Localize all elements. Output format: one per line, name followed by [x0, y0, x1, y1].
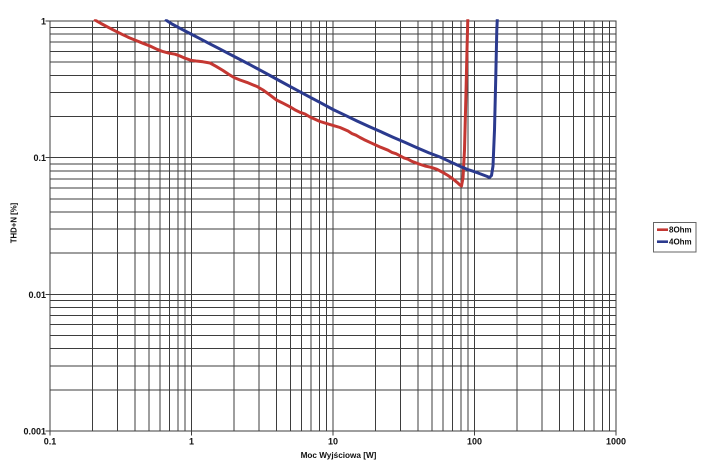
svg-text:0.1: 0.1	[33, 153, 46, 163]
svg-text:8Ohm: 8Ohm	[669, 226, 692, 235]
svg-text:0.1: 0.1	[44, 437, 57, 447]
svg-text:1000: 1000	[606, 437, 626, 447]
svg-text:0.01: 0.01	[28, 290, 46, 300]
svg-text:100: 100	[467, 437, 482, 447]
svg-text:0.001: 0.001	[23, 427, 46, 437]
svg-text:1: 1	[189, 437, 194, 447]
svg-text:4Ohm: 4Ohm	[669, 238, 692, 247]
svg-text:Moc Wyjściowa [W]: Moc Wyjściowa [W]	[301, 451, 377, 460]
svg-text:THD+N [%]: THD+N [%]	[10, 202, 19, 243]
svg-text:1: 1	[41, 17, 46, 27]
svg-text:10: 10	[328, 437, 338, 447]
